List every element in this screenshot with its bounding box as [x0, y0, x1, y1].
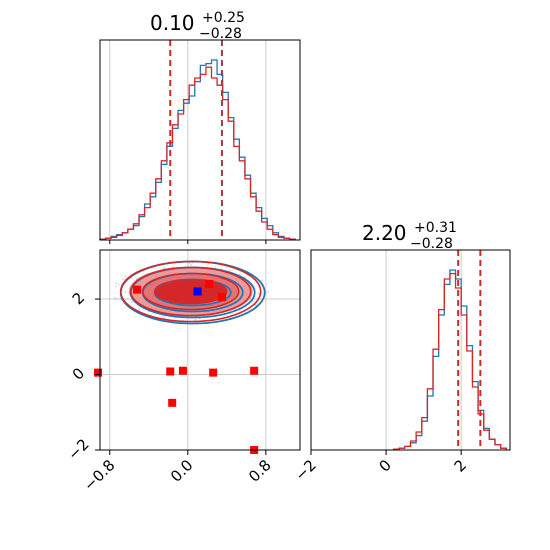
- sample-point: [220, 267, 223, 270]
- x-tick-label-param-1: −0.8: [80, 456, 118, 494]
- outlier-marker: [250, 366, 259, 375]
- sample-point: [115, 282, 118, 285]
- axes-frame: [99, 39, 301, 241]
- sample-point: [238, 273, 241, 276]
- marginal-histogram-param-1: [99, 39, 301, 241]
- sample-point: [190, 264, 192, 266]
- sample-point: [257, 291, 260, 294]
- contour-line-series-2: [119, 260, 262, 323]
- sample-point: [214, 266, 217, 269]
- title-param-1: 0.10 +0.25 −0.28: [150, 10, 245, 42]
- x-tick-label-param-2: 2: [451, 456, 470, 475]
- sample-point: [130, 301, 133, 304]
- joint-contour-panel: [94, 249, 301, 454]
- median-marker: [193, 287, 202, 296]
- title-param-1-median: 0.10: [150, 11, 195, 35]
- histogram-series-2: [392, 272, 507, 450]
- sample-point: [121, 289, 124, 292]
- sample-point: [124, 290, 127, 293]
- sample-point: [117, 283, 120, 286]
- outlier-marker: [217, 293, 226, 302]
- title-param-2-minus: −0.28: [410, 236, 453, 252]
- sample-point: [115, 285, 118, 288]
- sample-point: [188, 262, 191, 265]
- axes-frame: [310, 249, 511, 451]
- sample-point: [162, 315, 165, 318]
- x-tick-label-param-1: 0.0: [167, 456, 197, 486]
- x-tick-label-param-2: 0: [375, 456, 394, 475]
- marginal-histogram-param-2: [310, 249, 511, 451]
- sample-point: [266, 291, 269, 294]
- histogram-series-2: [99, 66, 296, 240]
- title-param-1-plus: +0.25: [202, 10, 245, 26]
- sample-point: [124, 275, 127, 277]
- sample-point: [130, 277, 133, 280]
- outlier-marker: [205, 279, 214, 288]
- y-tick-label-param-2: 0: [69, 364, 88, 383]
- sample-point: [138, 308, 141, 311]
- sample-point: [125, 298, 128, 301]
- title-param-1-minus: −0.28: [199, 26, 242, 42]
- contour-line-series-2: [141, 272, 240, 311]
- title-param-2-median: 2.20: [362, 221, 407, 245]
- y-tick-label-param-2: −2: [64, 435, 92, 463]
- sample-point: [122, 278, 125, 281]
- y-tick-label-param-2: 2: [69, 289, 88, 308]
- sample-point: [228, 269, 231, 272]
- sample-point: [115, 298, 118, 301]
- title-param-2: 2.20 +0.31 −0.28: [362, 220, 457, 252]
- outlier-marker: [166, 367, 175, 376]
- outlier-marker: [133, 285, 142, 294]
- sample-point: [261, 279, 263, 282]
- contour-line-series-2: [129, 266, 252, 317]
- contour-line-series-2: [153, 278, 228, 305]
- outlier-marker: [209, 368, 218, 377]
- tick-labels: −0.8 0.0 0.8 −2 0 2 −2 0 2: [64, 240, 470, 495]
- outlier-marker: [168, 398, 177, 407]
- axes-frame: [99, 249, 301, 451]
- outlier-marker: [94, 368, 103, 377]
- sample-point: [113, 296, 116, 299]
- x-tick-label-param-2: −2: [291, 456, 319, 484]
- title-param-2-plus: +0.31: [414, 220, 457, 236]
- outlier-marker: [178, 366, 187, 375]
- x-tick-label-param-1: 0.8: [245, 456, 275, 486]
- histogram-series-1: [392, 269, 507, 450]
